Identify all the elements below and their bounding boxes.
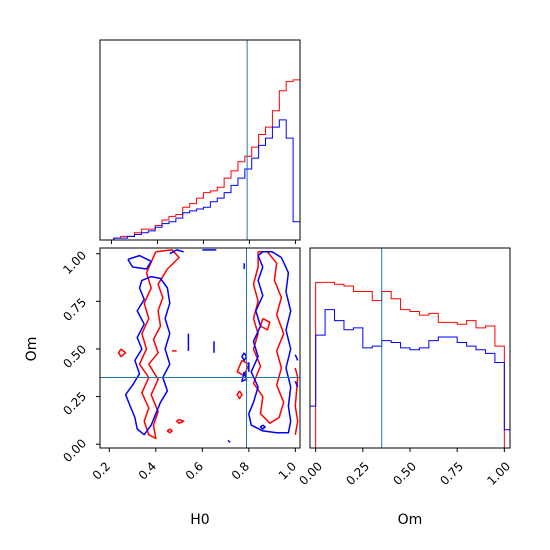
joint-contour-red-4 (236, 390, 243, 400)
om-y-tick-label-1.00: 1.00 (60, 248, 89, 277)
om-y-axis-label: Om (24, 337, 40, 362)
h0-hist-step-blue (100, 119, 301, 241)
om-x-tick-label-0.75: 0.75 (437, 459, 466, 488)
h0-x-tick-labels: 0.2 0.4 0.6 0.8 1.0 (90, 459, 299, 482)
om-x-tick-label-0.00: 0.00 (296, 459, 325, 488)
joint-contour-red-6 (175, 418, 185, 424)
om-y-tick-label-0.50: 0.50 (60, 342, 89, 371)
om-x-tick-label-0.25: 0.25 (343, 459, 372, 488)
joint-contour-blue-4 (248, 251, 292, 434)
h0-histogram-panel (99, 39, 301, 244)
joint-contour-red-7 (166, 428, 173, 434)
h0-tick-label-0.8: 0.8 (229, 459, 252, 482)
om-axis-label: Om (398, 512, 423, 528)
om-x-tick-labels: 0.00 0.25 0.50 0.75 1.00 (296, 459, 513, 488)
joint-contour-blue-12 (294, 354, 299, 361)
h0-histogram-frame (99, 39, 301, 241)
joint-contour-blue-0 (127, 254, 152, 270)
h0-tick-label-0.2: 0.2 (90, 459, 113, 482)
om-y-tick-label-0.00: 0.00 (60, 436, 89, 465)
om-histogram-panel: 0.00 0.25 0.50 0.75 1.00 Om (296, 247, 513, 528)
om-hist-step-red (310, 281, 510, 449)
joint-contour-red-3 (236, 359, 250, 377)
om-hist-step-blue (309, 309, 511, 448)
h0-histogram-tick-marks (110, 240, 296, 244)
om-y-tick-label-0.25: 0.25 (60, 389, 89, 418)
joint-contour-red-2 (259, 317, 271, 331)
h0-tick-label-0.6: 0.6 (183, 459, 206, 482)
joint-contour-red-1 (252, 251, 285, 424)
om-histogram-frame (309, 247, 511, 449)
h0-tick-label-1.0: 1.0 (276, 459, 299, 482)
h0-tick-label-0.4: 0.4 (136, 459, 159, 482)
joint-contour-panel: 0.2 0.4 0.6 0.8 1.0 0.00 0.25 0.50 0.75 … (24, 247, 301, 528)
joint-contour-red-9 (294, 367, 299, 435)
joint-frame (99, 247, 301, 449)
h0-hist-step-red (100, 79, 301, 241)
joint-contour-red-5 (117, 348, 127, 358)
joint-contour-blue-1 (169, 249, 184, 255)
h0-histogram-series (100, 79, 301, 241)
joint-contour-blue-11 (259, 424, 266, 430)
om-x-tick-label-1.00: 1.00 (484, 459, 513, 488)
om-histogram-series (309, 281, 511, 449)
om-x-tick-label-0.50: 0.50 (390, 459, 419, 488)
joint-truth-lines (100, 248, 300, 448)
om-y-tick-label-0.75: 0.75 (60, 295, 89, 324)
joint-contour-blue-10 (241, 371, 248, 383)
h0-axis-label: H0 (190, 512, 209, 528)
om-histogram-tick-marks (315, 448, 505, 452)
joint-contour-blue-14 (227, 439, 231, 443)
joint-contour-blue-3 (124, 275, 171, 436)
joint-contour-red-0 (138, 249, 180, 440)
joint-contour-blue-13 (294, 381, 299, 388)
joint-contour-blue-8 (241, 352, 248, 362)
joint-contour-series (117, 249, 299, 443)
om-y-tick-labels: 0.00 0.25 0.50 0.75 1.00 (60, 248, 89, 465)
joint-tick-marks (96, 253, 296, 452)
